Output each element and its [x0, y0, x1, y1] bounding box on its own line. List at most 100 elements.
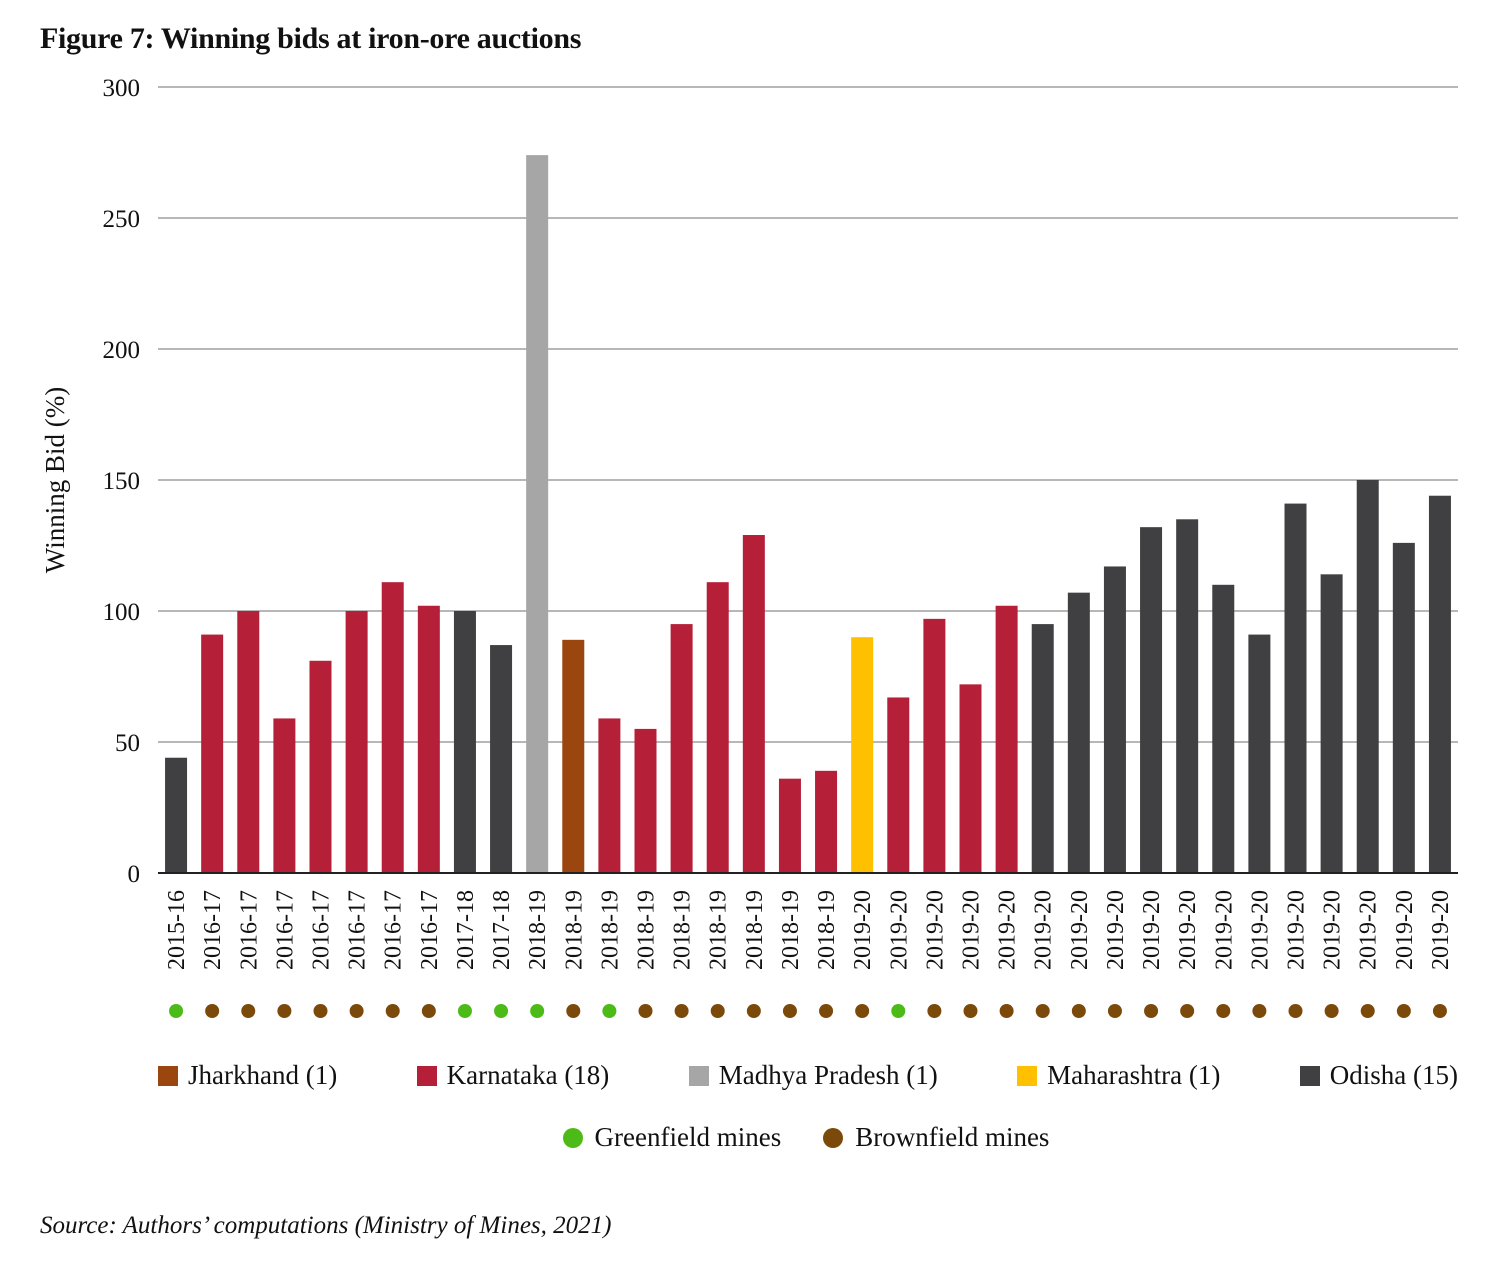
- bar: [490, 645, 513, 873]
- mine-type-dot: [205, 1004, 220, 1018]
- bar: [237, 611, 260, 873]
- x-tick-label: 2018-19: [706, 890, 732, 970]
- x-tick-label: 2016-17: [345, 890, 371, 970]
- x-tick-label: 2017-18: [489, 890, 515, 970]
- bar: [887, 697, 910, 873]
- legend-states: Jharkhand (1) Karnataka (18) Madhya Prades…: [158, 1060, 1458, 1091]
- legend-item: Odisha (15): [1299, 1060, 1458, 1091]
- mine-type-dot: [1324, 1004, 1339, 1018]
- x-tick-label: 2019-20: [1356, 890, 1382, 970]
- bar: [1248, 634, 1271, 873]
- x-tick-label: 2019-20: [1247, 890, 1273, 970]
- legend-swatch: [416, 1065, 437, 1086]
- mine-type-dot: [891, 1004, 906, 1018]
- x-tick-label: 2019-20: [1067, 890, 1093, 970]
- y-tick-label: 150: [103, 468, 141, 495]
- bar: [453, 611, 476, 873]
- mine-type-dot: [782, 1004, 797, 1018]
- x-tick-label: 2019-20: [1392, 890, 1418, 970]
- y-tick-label: 200: [103, 337, 141, 364]
- legend-item: Greenfield mines: [562, 1122, 782, 1153]
- x-tick-label: 2019-20: [1139, 890, 1165, 970]
- x-tick-label: 2019-20: [1320, 890, 1346, 970]
- y-axis-label: Winning Bid (%): [40, 387, 70, 573]
- x-tick-label: 2018-19: [561, 890, 587, 970]
- x-tick-label: 2018-19: [814, 890, 840, 970]
- legend-label: Karnataka (18): [446, 1060, 610, 1090]
- x-tick-label: 2016-17: [309, 890, 335, 970]
- mine-type-dot: [855, 1004, 870, 1018]
- mine-type-dot: [241, 1004, 256, 1018]
- legend-swatch: [1299, 1065, 1320, 1086]
- bar: [165, 757, 188, 873]
- mine-type-dot: [1252, 1004, 1267, 1018]
- mine-type-dot: [819, 1004, 834, 1018]
- legend-item: Madhya Pradesh (1): [688, 1060, 938, 1091]
- x-tick-label: 2018-19: [634, 890, 660, 970]
- mine-type-dot: [1035, 1004, 1050, 1018]
- y-tick-label: 0: [128, 861, 141, 888]
- legend-swatch: [688, 1065, 709, 1086]
- bar: [1176, 519, 1199, 873]
- y-axis-ticks: 0 50 100 150 200 250 300: [103, 75, 141, 888]
- bar: [1031, 624, 1054, 873]
- legend-swatch: [158, 1065, 178, 1086]
- mine-type-dot: [746, 1004, 761, 1018]
- x-tick-label: 2019-20: [850, 890, 876, 970]
- bar: [309, 660, 332, 873]
- x-axis-tick-labels: 2015-16 2016-17 2016-17 2016-17 2016-17 2016-…: [164, 890, 1454, 970]
- x-tick-label: 2019-20: [922, 890, 948, 970]
- legend-item: Karnataka (18): [416, 1060, 610, 1091]
- legend-label: Greenfield mines: [594, 1122, 782, 1152]
- legend-dot: [562, 1127, 583, 1148]
- mine-type-dot: [1144, 1004, 1159, 1018]
- legend-item: Maharashtra (1): [1017, 1060, 1220, 1091]
- mine-type-dot: [710, 1004, 725, 1018]
- bar: [1284, 503, 1307, 873]
- mine-type-dot: [1107, 1004, 1122, 1018]
- bar: [1140, 527, 1163, 873]
- mine-type-dot: [1180, 1004, 1195, 1018]
- bar: [598, 718, 621, 873]
- mine-type-dot: [421, 1004, 436, 1018]
- mine-type-dot: [602, 1004, 617, 1018]
- bar: [526, 155, 549, 873]
- x-tick-label: 2018-19: [778, 890, 804, 970]
- x-tick-label: 2016-17: [381, 890, 407, 970]
- mine-type-dot: [1432, 1004, 1447, 1018]
- source-note: Source: Authors’ computations (Ministry …: [40, 1212, 612, 1239]
- bar: [923, 618, 946, 873]
- x-tick-label: 2019-20: [1211, 890, 1237, 970]
- mine-type-dot: [169, 1004, 184, 1018]
- bar: [851, 637, 874, 873]
- mine-type-dot: [1071, 1004, 1086, 1018]
- mine-type-dot: [674, 1004, 689, 1018]
- bar: [1212, 584, 1235, 873]
- x-tick-label: 2019-20: [959, 890, 985, 970]
- y-tick-label: 100: [103, 599, 141, 626]
- mine-type-dot: [927, 1004, 942, 1018]
- bar: [273, 718, 296, 873]
- legend-swatch: [1017, 1065, 1038, 1086]
- bar: [778, 778, 801, 873]
- x-tick-label: 2019-20: [1428, 890, 1454, 970]
- bar: [706, 582, 729, 873]
- mine-type-dot: [638, 1004, 653, 1018]
- bar: [1392, 542, 1415, 873]
- x-tick-label: 2019-20: [1103, 890, 1129, 970]
- legend-label: Odisha (15): [1329, 1060, 1458, 1090]
- mine-type-markers: [169, 1004, 1447, 1018]
- x-tick-label: 2019-20: [995, 890, 1021, 970]
- mine-type-dot: [1216, 1004, 1231, 1018]
- mine-type-dot: [1360, 1004, 1375, 1018]
- legend-item: Jharkhand (1): [158, 1060, 337, 1091]
- bar: [959, 684, 982, 873]
- figure-title: Figure 7: Winning bids at iron-ore aucti…: [40, 22, 582, 55]
- legend-label: Jharkhand (1): [188, 1060, 338, 1090]
- x-tick-label: 2018-19: [742, 890, 768, 970]
- x-tick-label: 2016-17: [417, 890, 443, 970]
- x-tick-label: 2019-20: [1284, 890, 1310, 970]
- bar: [1067, 592, 1090, 873]
- bar: [742, 535, 765, 873]
- y-tick-label: 50: [115, 730, 140, 757]
